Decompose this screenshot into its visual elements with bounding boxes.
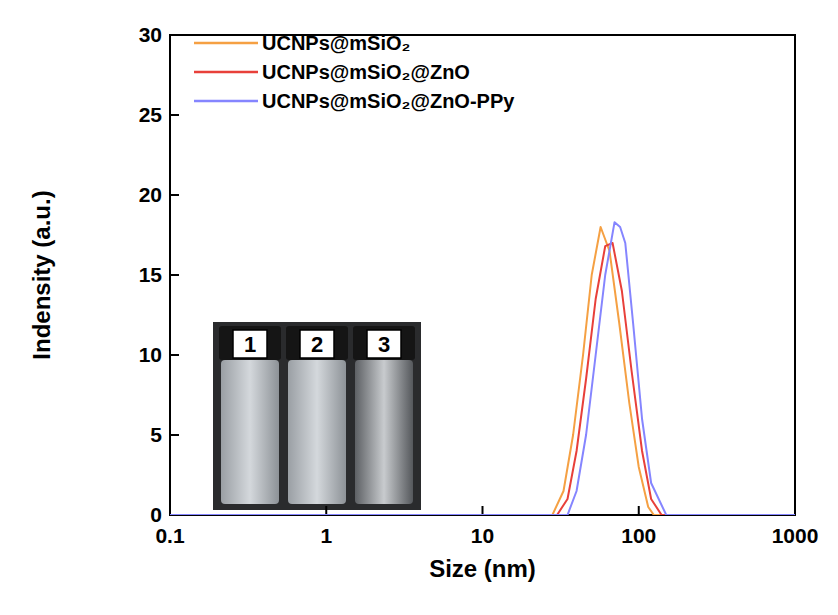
- vial-label: 3: [378, 332, 390, 357]
- y-tick-label: 15: [139, 263, 163, 286]
- legend-swatch: [194, 100, 258, 103]
- x-tick-label: 100: [621, 524, 656, 547]
- legend-swatch: [194, 71, 258, 74]
- x-tick-label: 1000: [772, 524, 819, 547]
- vial-label: 2: [311, 332, 323, 357]
- y-tick: [170, 114, 179, 116]
- x-tick-label: 1: [320, 524, 332, 547]
- x-tick-label: 10: [471, 524, 494, 547]
- vial-label-box: [367, 330, 401, 358]
- y-tick-label: 0: [150, 503, 162, 526]
- y-tick-label: 25: [139, 103, 163, 126]
- chart: 1 2 3 0.1 1 10 100 1000 0 5 10 15 20 25 30 Size (nm) Ind…: [0, 0, 838, 615]
- series-line: [170, 227, 795, 515]
- x-tick: [325, 506, 327, 515]
- vial-label: 1: [244, 332, 256, 357]
- series-line: [170, 222, 795, 515]
- vial: [288, 360, 346, 504]
- y-tick-label: 5: [150, 423, 162, 446]
- legend-label: UCNPs@mSiO₂: [262, 32, 410, 54]
- plot-frame: [170, 35, 795, 515]
- y-tick: [170, 354, 179, 356]
- vial-cap: [286, 326, 348, 360]
- series-group: [170, 222, 795, 515]
- vial: [221, 360, 279, 504]
- y-tick-label: 30: [139, 23, 162, 46]
- vial-label-box: [300, 330, 334, 358]
- x-tick: [794, 506, 796, 515]
- x-tick: [638, 506, 640, 515]
- y-tick: [170, 194, 179, 196]
- vial-cap: [353, 326, 415, 360]
- legend-swatch: [194, 42, 258, 45]
- series-line: [170, 243, 795, 515]
- y-tick-label: 20: [139, 183, 162, 206]
- y-axis-title: Indensity (a.u.): [28, 190, 55, 359]
- y-tick: [170, 434, 179, 436]
- vial-label-box: [233, 330, 267, 358]
- vial: [355, 360, 413, 504]
- legend-label: UCNPs@mSiO₂@ZnO-PPy: [262, 90, 515, 112]
- y-tick: [170, 274, 179, 276]
- x-tick: [169, 506, 171, 515]
- legend-label: UCNPs@mSiO₂@ZnO: [262, 61, 470, 83]
- inset-photo: [213, 322, 421, 510]
- x-axis-title: Size (nm): [429, 555, 536, 582]
- x-tick-label: 0.1: [155, 524, 185, 547]
- x-tick: [482, 506, 484, 515]
- vial-cap: [219, 326, 281, 360]
- y-tick-label: 10: [139, 343, 162, 366]
- y-tick: [170, 34, 179, 36]
